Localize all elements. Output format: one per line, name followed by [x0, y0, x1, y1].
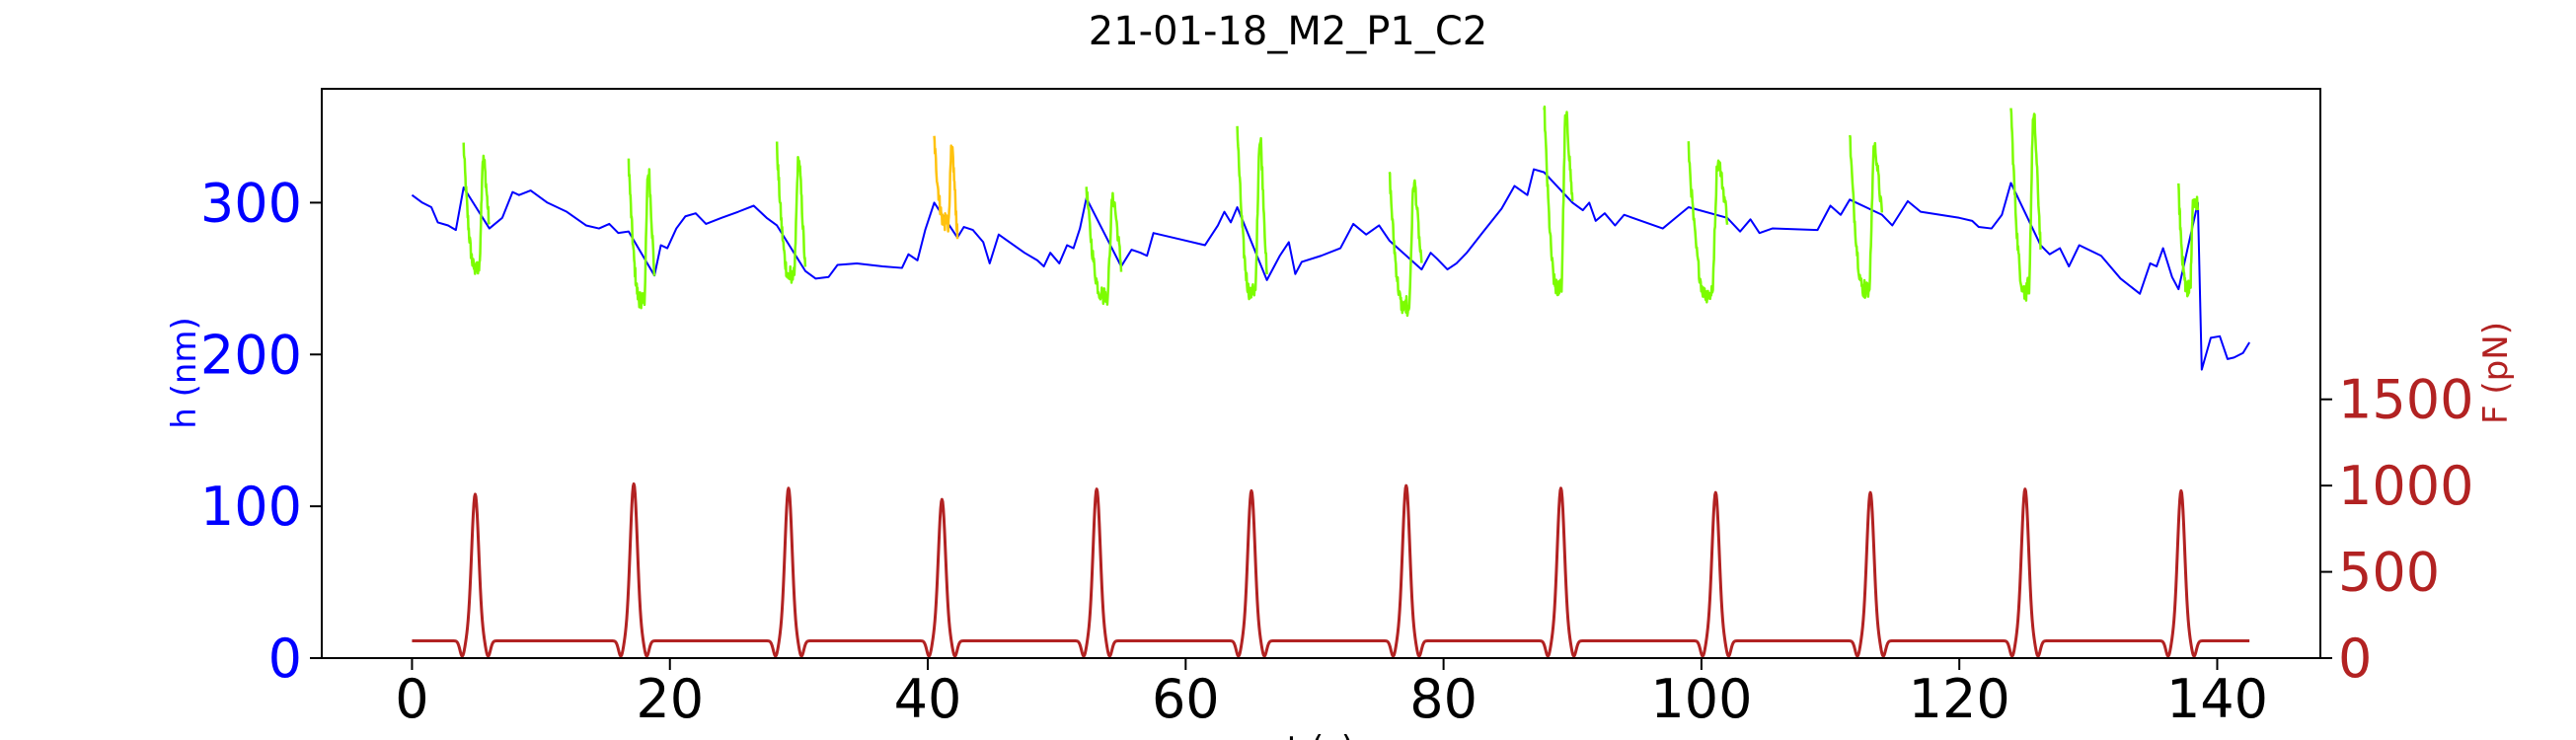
x-tick-label: 20 — [636, 668, 704, 730]
y-left-tick-label: 300 — [200, 172, 302, 234]
force-series-line — [411, 481, 2250, 658]
contact-event-10 — [1848, 134, 1884, 300]
x-tick-label: 0 — [395, 668, 428, 730]
contact-event-1 — [462, 142, 492, 275]
height-series-line — [411, 168, 2251, 371]
y-left-tick-label: 200 — [200, 324, 302, 386]
y-left-tick-label: 100 — [200, 476, 302, 538]
y-right-tick-label: 500 — [2338, 542, 2440, 604]
contact-event-3 — [775, 141, 807, 284]
chart-title: 21-01-18_M2_P1_C2 — [1089, 9, 1487, 54]
x-tick-label: 120 — [1909, 668, 2010, 730]
x-axis-ticks: 0 20 40 60 80 100 120 140 — [395, 658, 2268, 730]
contact-event-2 — [627, 158, 656, 310]
y-axis-right-label: F (pN) — [2476, 322, 2516, 424]
y-right-tick-label: 1000 — [2338, 455, 2473, 517]
plot-series — [411, 105, 2251, 658]
x-axis-label: t (s) — [1287, 729, 1354, 740]
contact-event-8 — [1543, 105, 1574, 297]
contact-event-11 — [2009, 108, 2042, 302]
y-right-tick-label: 1500 — [2338, 369, 2473, 431]
contact-event-7 — [1388, 171, 1423, 318]
y-right-tick-label: 0 — [2338, 628, 2372, 690]
x-tick-label: 40 — [894, 668, 962, 730]
x-tick-label: 60 — [1152, 668, 1220, 730]
contact-event-9 — [1687, 141, 1729, 304]
y-axis-left-label: h (nm) — [165, 317, 204, 429]
y-axis-right-ticks: 0 500 1000 1500 — [2320, 369, 2473, 690]
contact-event-4 — [933, 135, 959, 240]
contact-event-12 — [2177, 183, 2200, 298]
y-axis-left-ticks: 0 100 200 300 — [200, 172, 322, 690]
contact-event-6 — [1236, 125, 1268, 301]
x-tick-label: 100 — [1650, 668, 1752, 730]
plot-frame — [321, 88, 2321, 659]
x-tick-label: 80 — [1409, 668, 1477, 730]
y-left-tick-label: 0 — [268, 628, 302, 690]
x-tick-label: 140 — [2166, 668, 2268, 730]
contact-event-5 — [1085, 186, 1123, 306]
